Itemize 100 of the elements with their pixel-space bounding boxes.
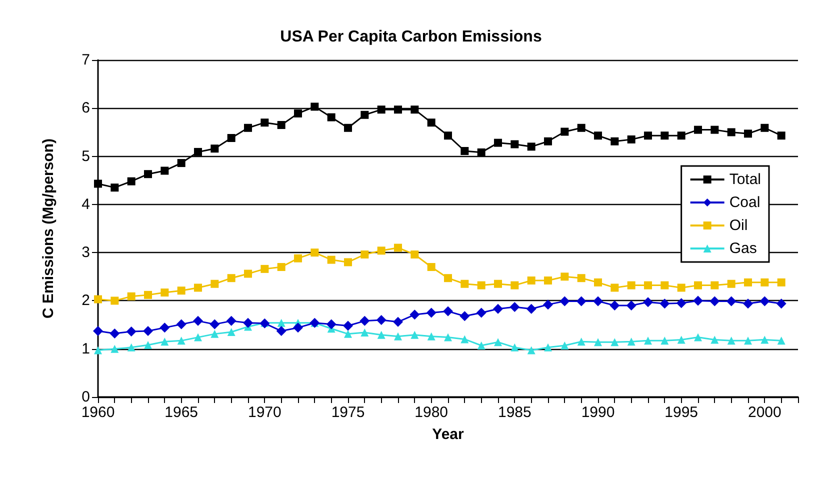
point: [644, 336, 652, 345]
point: [110, 184, 119, 192]
point: [777, 132, 786, 140]
point: [360, 328, 369, 336]
point: [127, 177, 136, 186]
point: [393, 316, 403, 327]
point: [410, 330, 419, 339]
point: [460, 335, 469, 344]
point: [726, 296, 736, 306]
point: [527, 346, 536, 354]
point: [427, 263, 436, 272]
point: [210, 144, 219, 153]
point: [544, 137, 552, 146]
point: [677, 284, 686, 292]
point: [477, 148, 486, 156]
point: [627, 135, 636, 144]
point: [144, 341, 152, 350]
point: [777, 336, 786, 345]
point: [277, 318, 286, 327]
point: [244, 124, 252, 132]
legend-label: Oil: [729, 217, 748, 234]
point: [560, 296, 570, 306]
point: [194, 148, 202, 156]
point: [560, 272, 569, 281]
point: [677, 336, 686, 344]
point: [776, 298, 786, 309]
point: [577, 124, 586, 132]
point: [744, 336, 752, 345]
point: [527, 142, 536, 151]
legend-label: Total: [729, 171, 762, 188]
x-tick-label: 1975: [331, 404, 365, 421]
point: [160, 322, 170, 333]
point: [577, 338, 586, 346]
point: [660, 281, 669, 290]
point: [327, 256, 336, 264]
point: [360, 110, 369, 119]
point: [560, 341, 569, 350]
point: [144, 290, 152, 299]
point: [427, 332, 436, 340]
point: [177, 159, 186, 168]
point: [476, 308, 486, 318]
point: [610, 300, 620, 311]
point: [426, 308, 436, 318]
point: [760, 124, 769, 132]
point: [677, 132, 686, 140]
x-tick-label: 1985: [498, 404, 532, 421]
y-tick-label: 6: [82, 100, 90, 117]
point: [410, 310, 420, 320]
point: [343, 320, 353, 331]
y-tick-label: 2: [82, 292, 90, 310]
point: [527, 276, 536, 284]
point: [710, 336, 719, 344]
point: [577, 274, 586, 282]
point: [344, 258, 352, 266]
point: [444, 132, 452, 140]
point: [727, 336, 736, 345]
point: [194, 284, 202, 292]
legend-label: Coal: [729, 194, 760, 211]
point: [594, 132, 602, 140]
point: [210, 319, 220, 330]
point: [377, 106, 386, 114]
point: [143, 326, 153, 336]
point: [443, 306, 453, 316]
point: [694, 333, 702, 342]
point: [494, 138, 502, 147]
point: [594, 338, 602, 346]
point: [727, 128, 736, 136]
x-tick-label: 1990: [581, 404, 615, 421]
point: [544, 343, 552, 352]
point: [477, 341, 486, 350]
point: [627, 338, 636, 346]
point: [377, 330, 386, 339]
point: [743, 298, 753, 309]
point: [127, 343, 136, 352]
y-tick-label: 1: [82, 340, 90, 358]
point: [710, 296, 720, 306]
point: [626, 300, 636, 311]
point: [427, 118, 436, 127]
point: [227, 328, 236, 336]
point: [94, 295, 102, 304]
point: [660, 336, 669, 345]
point: [94, 180, 102, 188]
point: [510, 343, 519, 352]
point: [360, 250, 369, 258]
point: [744, 278, 752, 286]
point: [710, 126, 719, 134]
point: [294, 254, 302, 262]
point: [327, 113, 336, 122]
point: [127, 292, 136, 300]
point: [227, 134, 236, 142]
point: [777, 278, 786, 286]
point: [727, 280, 736, 288]
point: [610, 338, 619, 346]
chart-title: USA Per Capita Carbon Emissions: [280, 28, 542, 46]
point: [394, 244, 402, 252]
point: [110, 328, 120, 338]
point: [260, 264, 269, 273]
x-tick-label: 1980: [414, 404, 448, 421]
point: [277, 120, 286, 129]
point: [110, 296, 119, 305]
